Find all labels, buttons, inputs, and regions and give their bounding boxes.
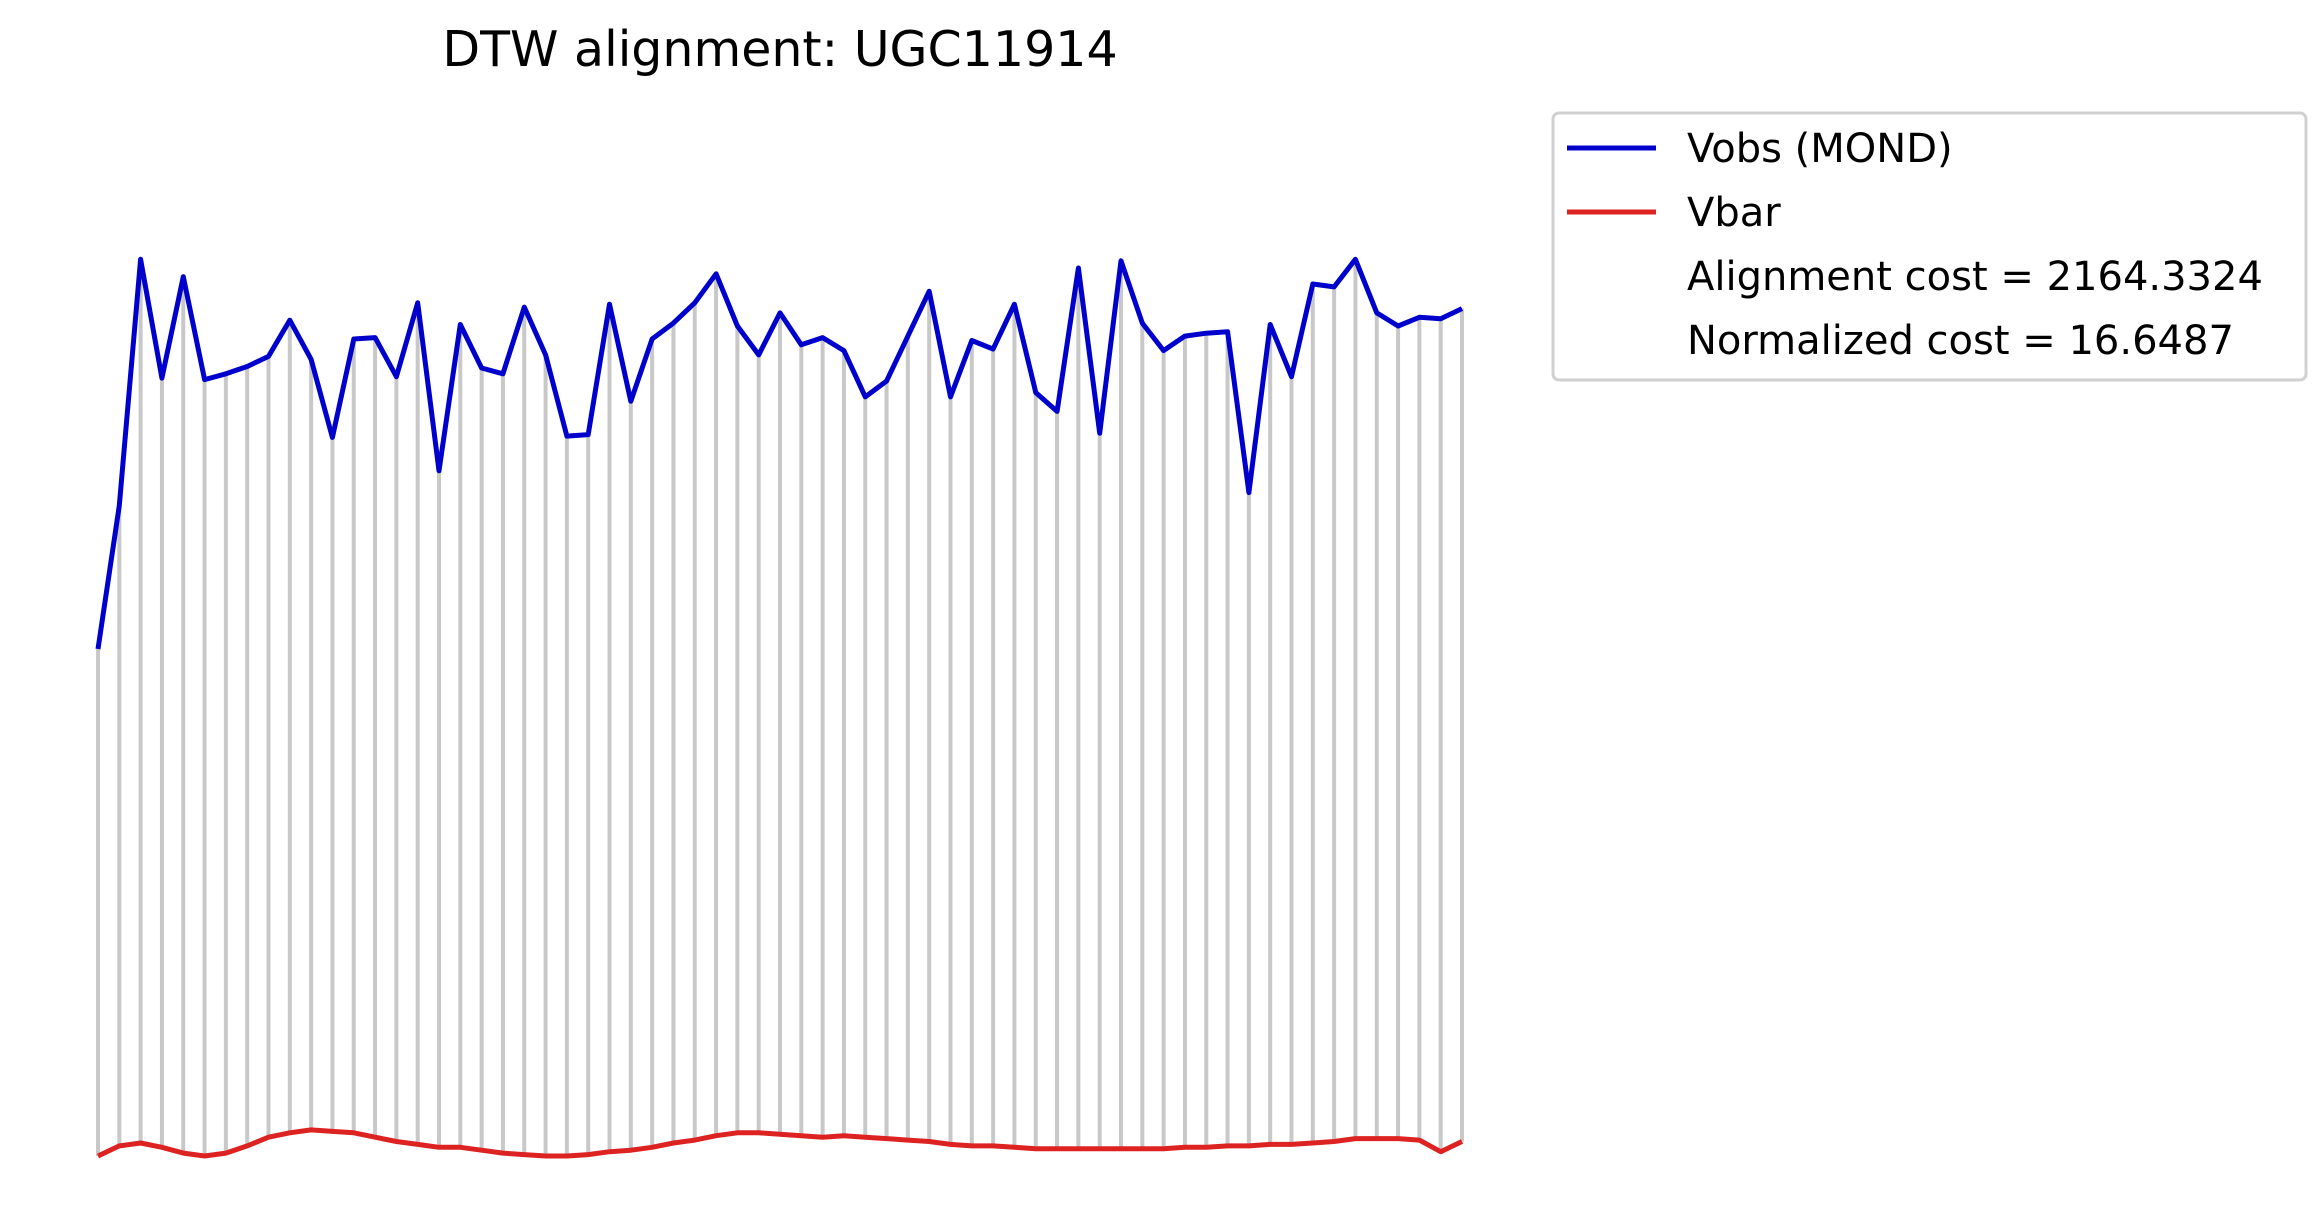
legend-normalized-cost: Normalized cost = 16.6487	[1687, 318, 2234, 364]
series-layer	[95, 256, 1464, 1159]
chart-title: DTW alignment: UGC11914	[442, 21, 1117, 78]
series-line-vbar	[96, 1127, 1464, 1159]
legend-label-vobs: Vobs (MOND)	[1687, 126, 1953, 172]
legend-alignment-cost: Alignment cost = 2164.3324	[1687, 254, 2263, 300]
legend: Vobs (MOND) Vbar Alignment cost = 2164.3…	[1551, 111, 2308, 382]
alignment-connectors	[96, 259, 1464, 1156]
legend-frame	[1551, 111, 2308, 382]
series-line-vobs	[95, 256, 1464, 650]
legend-label-vbar: Vbar	[1687, 190, 1781, 236]
